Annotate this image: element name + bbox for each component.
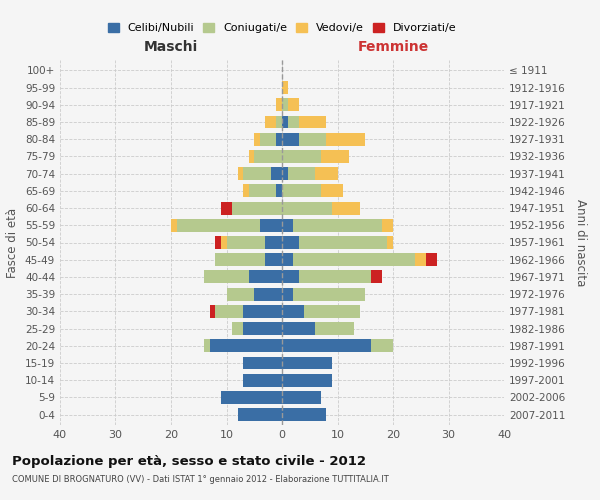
Bar <box>282 356 332 370</box>
Bar <box>215 254 265 266</box>
Bar <box>282 305 304 318</box>
Bar <box>265 116 277 128</box>
Bar <box>388 236 393 249</box>
Bar <box>282 116 287 128</box>
Bar <box>371 340 393 352</box>
Bar <box>221 391 282 404</box>
Bar <box>227 288 254 300</box>
Bar <box>293 288 365 300</box>
Bar <box>287 167 316 180</box>
Bar <box>282 374 332 386</box>
Bar <box>277 184 282 198</box>
Bar <box>282 202 332 214</box>
Bar <box>249 270 282 283</box>
Bar <box>227 236 265 249</box>
Bar <box>271 167 282 180</box>
Bar <box>282 219 293 232</box>
Text: Femmine: Femmine <box>358 40 428 54</box>
Bar <box>287 98 299 111</box>
Bar <box>321 184 343 198</box>
Bar <box>243 167 271 180</box>
Bar <box>282 81 287 94</box>
Bar <box>326 132 365 145</box>
Bar <box>321 150 349 163</box>
Bar <box>287 116 299 128</box>
Bar <box>265 254 282 266</box>
Bar <box>415 254 427 266</box>
Bar <box>254 150 282 163</box>
Y-axis label: Fasce di età: Fasce di età <box>7 208 19 278</box>
Bar <box>265 236 282 249</box>
Bar <box>204 270 249 283</box>
Bar <box>282 254 293 266</box>
Bar <box>243 322 282 335</box>
Bar <box>176 219 260 232</box>
Bar <box>282 408 326 421</box>
Bar <box>316 167 337 180</box>
Bar <box>382 219 393 232</box>
Bar <box>254 132 260 145</box>
Bar <box>299 132 326 145</box>
Bar <box>215 236 221 249</box>
Legend: Celibi/Nubili, Coniugati/e, Vedovi/e, Divorziati/e: Celibi/Nubili, Coniugati/e, Vedovi/e, Di… <box>103 18 461 38</box>
Bar <box>282 167 287 180</box>
Bar <box>232 202 282 214</box>
Bar <box>221 202 232 214</box>
Bar <box>371 270 382 283</box>
Bar <box>243 356 282 370</box>
Bar <box>304 305 360 318</box>
Bar <box>249 150 254 163</box>
Bar <box>238 408 282 421</box>
Bar <box>215 305 243 318</box>
Bar <box>171 219 176 232</box>
Bar <box>282 150 321 163</box>
Bar <box>243 184 249 198</box>
Bar <box>277 116 282 128</box>
Bar <box>260 132 277 145</box>
Bar <box>210 305 215 318</box>
Bar <box>277 132 282 145</box>
Bar <box>282 184 321 198</box>
Bar <box>232 322 243 335</box>
Bar <box>210 340 282 352</box>
Bar <box>293 219 382 232</box>
Bar <box>332 202 360 214</box>
Bar <box>204 340 210 352</box>
Bar <box>243 305 282 318</box>
Bar <box>282 340 371 352</box>
Text: COMUNE DI BROGNATURO (VV) - Dati ISTAT 1° gennaio 2012 - Elaborazione TUTTITALIA: COMUNE DI BROGNATURO (VV) - Dati ISTAT 1… <box>12 475 389 484</box>
Bar <box>238 167 243 180</box>
Bar <box>282 288 293 300</box>
Bar <box>299 270 371 283</box>
Bar <box>282 270 299 283</box>
Bar <box>249 184 277 198</box>
Bar <box>299 116 326 128</box>
Text: Maschi: Maschi <box>144 40 198 54</box>
Bar <box>316 322 354 335</box>
Bar <box>282 132 299 145</box>
Bar <box>260 219 282 232</box>
Bar <box>282 391 321 404</box>
Bar <box>282 236 299 249</box>
Bar <box>243 374 282 386</box>
Bar <box>221 236 227 249</box>
Bar <box>426 254 437 266</box>
Bar <box>282 98 287 111</box>
Y-axis label: Anni di nascita: Anni di nascita <box>574 199 587 286</box>
Text: Popolazione per età, sesso e stato civile - 2012: Popolazione per età, sesso e stato civil… <box>12 455 366 468</box>
Bar <box>277 98 282 111</box>
Bar <box>299 236 388 249</box>
Bar <box>293 254 415 266</box>
Bar <box>254 288 282 300</box>
Bar <box>282 322 316 335</box>
